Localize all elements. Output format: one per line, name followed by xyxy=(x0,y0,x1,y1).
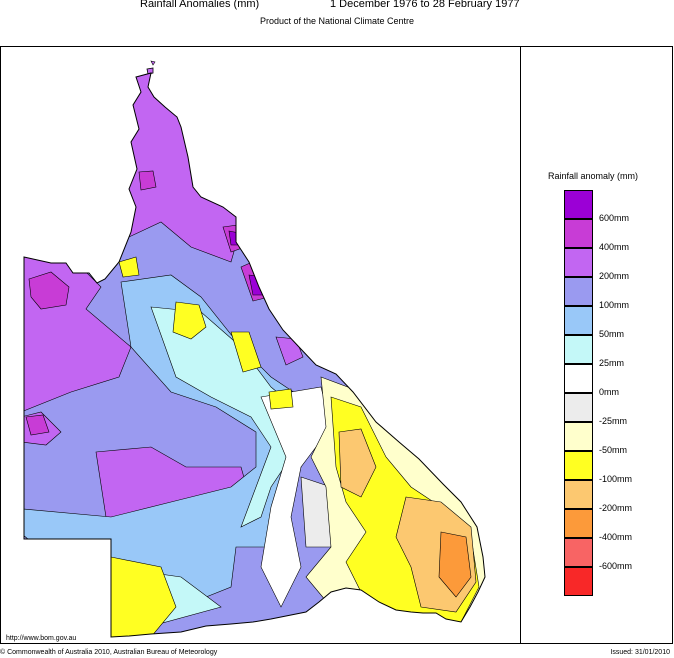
legend-swatch xyxy=(564,538,593,567)
island xyxy=(150,60,156,66)
field-over-600mm xyxy=(228,230,242,246)
field-400-600mm xyxy=(138,170,157,191)
field-minus-50-100mm xyxy=(230,331,262,373)
legend-swatch xyxy=(564,567,593,596)
legend-label: 25mm xyxy=(599,358,625,368)
legend-label: -25mm xyxy=(599,416,628,426)
legend-swatch xyxy=(564,509,593,538)
legend-swatch xyxy=(564,364,593,393)
queensland-outline xyxy=(23,72,486,638)
legend-swatch xyxy=(564,335,593,364)
queensland-anomaly-map xyxy=(23,60,486,638)
map-title: Rainfall Anomalies (mm) xyxy=(140,0,260,10)
field-400-600mm xyxy=(28,271,70,310)
legend-swatch xyxy=(564,248,593,277)
field-minus-50-100mm xyxy=(268,388,294,410)
field-minus-200-400mm xyxy=(438,531,472,598)
legend-swatch xyxy=(564,219,593,248)
legend-title: Rainfall anomaly (mm) xyxy=(548,171,639,181)
legend-label: -50mm xyxy=(599,445,628,455)
legend-label: -200mm xyxy=(599,503,633,513)
field-minus-100-200mm xyxy=(338,428,377,498)
legend-swatch xyxy=(564,451,593,480)
legend-label: 200mm xyxy=(599,271,630,281)
footer-issued: Issued: 31/01/2010 xyxy=(610,649,670,656)
legend-label: 400mm xyxy=(599,242,630,252)
panel-divider xyxy=(520,46,521,644)
legend-label: 0mm xyxy=(599,387,619,397)
legend-swatch xyxy=(564,277,593,306)
legend-label: -100mm xyxy=(599,474,633,484)
legend-label: 50mm xyxy=(599,329,625,339)
legend-swatch xyxy=(564,190,593,219)
legend-swatch xyxy=(564,393,593,422)
field-400-600mm xyxy=(25,414,50,436)
legend-label: 100mm xyxy=(599,300,630,310)
map-header: Rainfall Anomalies (mm) 1 December 1976 … xyxy=(0,0,674,12)
map-subtitle: Product of the National Climate Centre xyxy=(259,16,415,26)
footer-copyright: © Commonwealth of Australia 2010, Austra… xyxy=(0,649,218,656)
legend-label: 600mm xyxy=(599,213,630,223)
legend-swatch xyxy=(564,480,593,509)
field-minus-50-100mm xyxy=(172,301,207,340)
map-period: 1 December 1976 to 28 February 1977 xyxy=(330,0,520,10)
map-frame xyxy=(0,46,673,644)
footer-url: http://www.bom.gov.au xyxy=(6,635,77,642)
field-minus-50-100mm xyxy=(118,256,140,278)
anomaly-fields xyxy=(24,73,485,637)
field-200-400mm xyxy=(115,73,242,263)
legend-swatch xyxy=(564,306,593,335)
legend-label: -600mm xyxy=(599,561,633,571)
legend-label: -400mm xyxy=(599,532,633,542)
legend-swatch xyxy=(564,422,593,451)
